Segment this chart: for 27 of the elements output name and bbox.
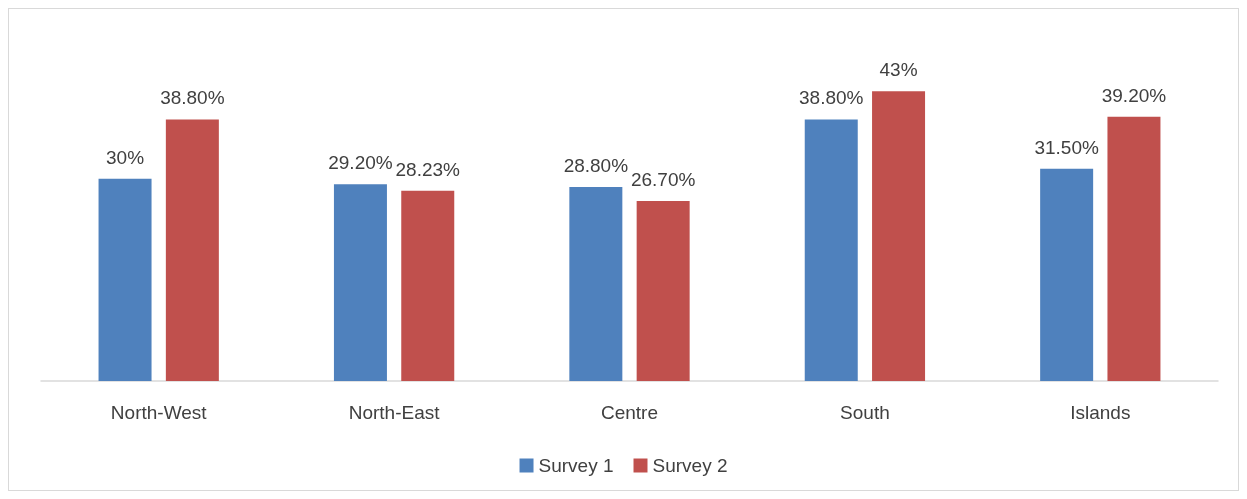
data-label: 28.80% bbox=[563, 154, 629, 176]
bar bbox=[636, 201, 690, 381]
data-label: 38.80% bbox=[160, 87, 225, 109]
bar bbox=[98, 178, 152, 381]
bar bbox=[569, 186, 623, 381]
bar bbox=[804, 119, 858, 381]
data-label: 38.80% bbox=[799, 87, 864, 109]
legend-label: Survey 1 bbox=[538, 455, 614, 476]
x-tick-label: Centre bbox=[600, 402, 659, 423]
data-label: 39.20% bbox=[1101, 84, 1167, 106]
bar bbox=[872, 91, 926, 381]
bar bbox=[1040, 168, 1094, 381]
bar bbox=[333, 184, 387, 381]
data-label: 31.50% bbox=[1034, 136, 1099, 158]
data-label: 29.20% bbox=[328, 152, 393, 174]
x-tick-label: North-East bbox=[348, 402, 441, 423]
bar bbox=[165, 119, 219, 381]
x-tick-label: South bbox=[840, 402, 890, 423]
legend-label: Survey 2 bbox=[652, 455, 728, 476]
x-tick-label: North-West bbox=[110, 402, 208, 423]
data-label: 28.23% bbox=[395, 158, 461, 180]
bar bbox=[1107, 116, 1161, 381]
x-tick-label: Islands bbox=[1070, 402, 1131, 423]
data-label: 43% bbox=[879, 59, 918, 81]
data-label: 30% bbox=[106, 146, 145, 168]
data-label: 26.70% bbox=[630, 169, 696, 191]
bar bbox=[401, 190, 455, 381]
